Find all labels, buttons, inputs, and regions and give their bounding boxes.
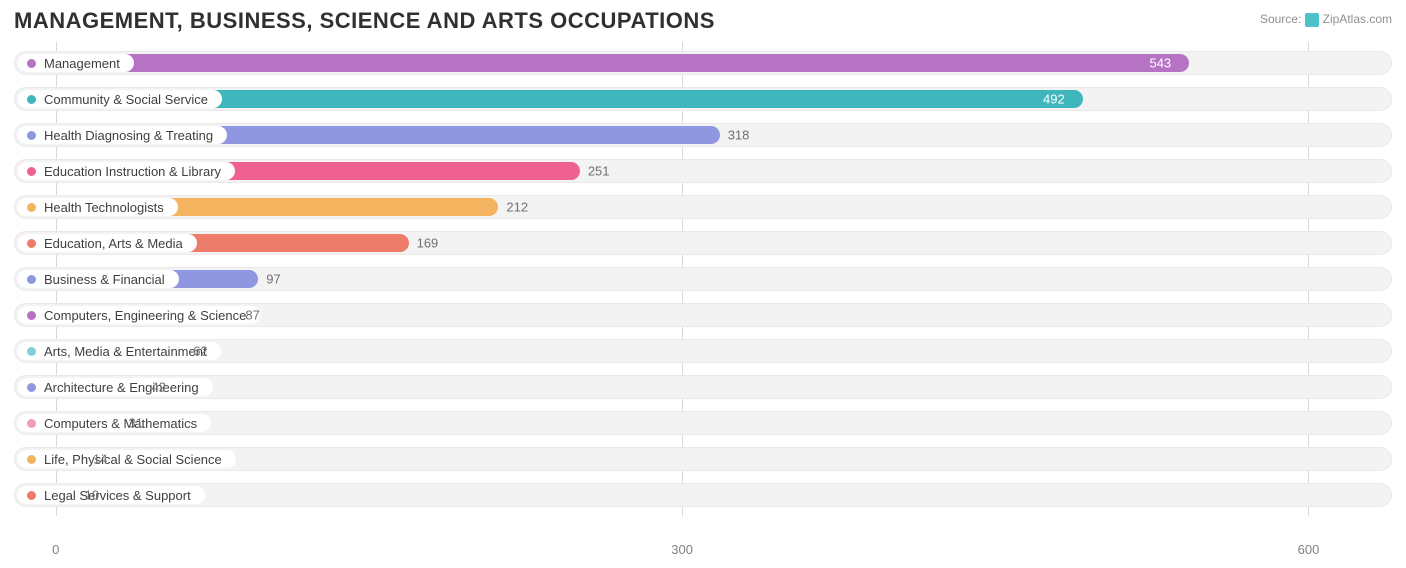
category-pill: Legal Services & Support <box>17 486 205 504</box>
category-pill: Management <box>17 54 134 72</box>
category-dot-icon <box>27 383 36 392</box>
bar-value: 62 <box>193 344 207 359</box>
bar-value: 87 <box>245 308 259 323</box>
category-label: Community & Social Service <box>44 92 208 107</box>
bar-track <box>14 339 1392 363</box>
bar-track <box>14 375 1392 399</box>
category-label: Computers & Mathematics <box>44 416 197 431</box>
bar-row: Arts, Media & Entertainment62 <box>14 336 1392 366</box>
bar-row: Management 543 <box>14 48 1392 78</box>
header: MANAGEMENT, BUSINESS, SCIENCE AND ARTS O… <box>14 8 1392 34</box>
bar-row: Life, Physical & Social Science14 <box>14 444 1392 474</box>
bar-value: 169 <box>417 236 439 251</box>
source-label: Source: <box>1260 12 1301 26</box>
x-axis: 0 300 600 <box>14 540 1392 560</box>
source-name: ZipAtlas.com <box>1323 12 1392 26</box>
bar-value: 42 <box>151 380 165 395</box>
bar-track <box>14 483 1392 507</box>
x-axis-tick: 300 <box>671 542 693 557</box>
category-label: Education Instruction & Library <box>44 164 221 179</box>
bar-row: Education Instruction & Library 251 <box>14 156 1392 186</box>
category-dot-icon <box>27 491 36 500</box>
bar-fill <box>17 54 1189 72</box>
category-pill: Architecture & Engineering <box>17 378 213 396</box>
category-label: Life, Physical & Social Science <box>44 452 222 467</box>
category-label: Arts, Media & Entertainment <box>44 344 207 359</box>
bar-row: Health Diagnosing & Treating 318 <box>14 120 1392 150</box>
category-label: Legal Services & Support <box>44 488 191 503</box>
category-dot-icon <box>27 131 36 140</box>
category-dot-icon <box>27 59 36 68</box>
plot-region: Management 543 Community & Social Service 4… <box>14 42 1392 540</box>
category-label: Management <box>44 56 120 71</box>
category-label: Education, Arts & Media <box>44 236 183 251</box>
bar-value: 251 <box>588 164 610 179</box>
bar-value: 318 <box>728 128 750 143</box>
source-logo-icon <box>1305 13 1319 27</box>
category-dot-icon <box>27 203 36 212</box>
x-axis-tick: 600 <box>1298 542 1320 557</box>
bar-value: 97 <box>266 272 280 287</box>
bar-row: Education, Arts & Media 169 <box>14 228 1392 258</box>
category-dot-icon <box>27 167 36 176</box>
bar-row: Computers & Mathematics31 <box>14 408 1392 438</box>
category-label: Architecture & Engineering <box>44 380 199 395</box>
bar-row: Business & Financial 97 <box>14 264 1392 294</box>
category-dot-icon <box>27 95 36 104</box>
bar-value: 31 <box>128 416 142 431</box>
x-axis-tick: 0 <box>52 542 59 557</box>
category-pill: Computers & Mathematics <box>17 414 211 432</box>
bar-value: 14 <box>93 452 107 467</box>
bar-value: 212 <box>506 200 528 215</box>
category-pill: Health Diagnosing & Treating <box>17 126 227 144</box>
category-pill: Computers, Engineering & Science <box>17 306 260 324</box>
bar-value: 543 <box>1149 56 1171 71</box>
chart-area: Management 543 Community & Social Service 4… <box>14 42 1392 560</box>
bar-row: Architecture & Engineering42 <box>14 372 1392 402</box>
bar-value: 492 <box>1043 92 1065 107</box>
category-pill: Education Instruction & Library <box>17 162 235 180</box>
category-label: Health Diagnosing & Treating <box>44 128 213 143</box>
source-attribution: Source: ZipAtlas.com <box>1260 8 1392 27</box>
category-dot-icon <box>27 419 36 428</box>
bar-track <box>14 411 1392 435</box>
category-label: Computers, Engineering & Science <box>44 308 246 323</box>
category-pill: Business & Financial <box>17 270 179 288</box>
bar-row: Legal Services & Support10 <box>14 480 1392 510</box>
category-dot-icon <box>27 275 36 284</box>
category-pill: Life, Physical & Social Science <box>17 450 236 468</box>
bar-row: Health Technologists 212 <box>14 192 1392 222</box>
bar-value: 10 <box>85 488 99 503</box>
bar-row: Computers, Engineering & Science87 <box>14 300 1392 330</box>
bar-row: Community & Social Service 492 <box>14 84 1392 114</box>
chart-title: MANAGEMENT, BUSINESS, SCIENCE AND ARTS O… <box>14 8 715 34</box>
category-pill: Community & Social Service <box>17 90 222 108</box>
category-dot-icon <box>27 239 36 248</box>
category-dot-icon <box>27 311 36 320</box>
category-pill: Arts, Media & Entertainment <box>17 342 221 360</box>
category-dot-icon <box>27 347 36 356</box>
category-label: Health Technologists <box>44 200 164 215</box>
category-pill: Health Technologists <box>17 198 178 216</box>
category-dot-icon <box>27 455 36 464</box>
category-label: Business & Financial <box>44 272 165 287</box>
category-pill: Education, Arts & Media <box>17 234 197 252</box>
